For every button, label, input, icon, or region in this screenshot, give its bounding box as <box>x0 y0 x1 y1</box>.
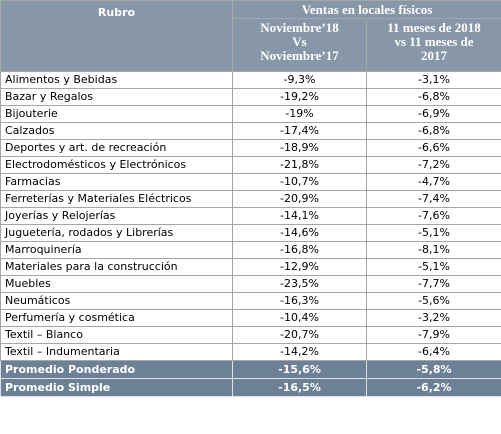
cell-value: -6,4% <box>365 343 501 361</box>
cell-value: -12,9% <box>232 258 367 276</box>
cell-value: -7,6% <box>365 207 501 225</box>
row-label: Neumáticos <box>0 292 233 310</box>
cell-value: -5,6% <box>365 292 501 310</box>
table-row: Alimentos y Bebidas -9,3% -3,1% <box>0 71 501 89</box>
cell-value: -19,2% <box>232 88 367 106</box>
cell-value: -10,7% <box>232 173 367 191</box>
row-label: Ferreterías y Materiales Eléctricos <box>0 190 233 208</box>
header-title: Rubro <box>0 0 233 72</box>
table-row: Deportes y art. de recreación -18,9% -6,6% <box>0 139 501 157</box>
row-label: Promedio Simple <box>0 378 233 397</box>
table-row: Marroquinería -16,8% -8,1% <box>0 241 501 259</box>
column-header: Noviembre’18 Vs Noviembre’17 <box>232 18 367 72</box>
cell-value: -14,6% <box>232 224 367 242</box>
row-label: Perfumería y cosmética <box>0 309 233 327</box>
table-row: Joyerías y Relojerías -14,1% -7,6% <box>0 207 501 225</box>
cell-value: -8,1% <box>365 241 501 259</box>
row-label: Muebles <box>0 275 233 293</box>
cell-value: -5,1% <box>365 224 501 242</box>
cell-value: -20,7% <box>232 326 367 344</box>
table-row: Promedio Simple -16,5% -6,2% <box>0 378 501 397</box>
table-row: Bazar y Regalos -19,2% -6,8% <box>0 88 501 106</box>
cell-value: -6,6% <box>365 139 501 157</box>
cell-value: -6,9% <box>365 105 501 123</box>
cell-value: -18,9% <box>232 139 367 157</box>
cell-value: -4,7% <box>365 173 501 191</box>
table-row: Calzados -17,4% -6,8% <box>0 122 501 140</box>
row-label: Joyerías y Relojerías <box>0 207 233 225</box>
table-row: Bijouterie -19% -6,9% <box>0 105 501 123</box>
row-label: Alimentos y Bebidas <box>0 71 233 89</box>
row-label: Juguetería, rodados y Librerías <box>0 224 233 242</box>
table-row: Materiales para la construcción -12,9% -5,… <box>0 258 501 276</box>
cell-value: -19% <box>232 105 367 123</box>
table-row: Textil – Blanco -20,7% -7,9% <box>0 326 501 344</box>
cell-value: -6,8% <box>365 88 501 106</box>
row-label: Promedio Ponderado <box>0 360 233 379</box>
row-label: Textil – Indumentaria <box>0 343 233 361</box>
cell-value: -14,1% <box>232 207 367 225</box>
cell-value: -3,2% <box>365 309 501 327</box>
cell-value: -3,1% <box>365 71 501 89</box>
row-label: Materiales para la construcción <box>0 258 233 276</box>
cell-value: -9,3% <box>232 71 367 89</box>
row-label: Calzados <box>0 122 233 140</box>
table-body: Alimentos y Bebidas -9,3% -3,1% Bazar y Reg… <box>0 71 501 361</box>
table-row: Ferreterías y Materiales Eléctricos -20,9… <box>0 190 501 208</box>
cell-value: -7,7% <box>365 275 501 293</box>
row-label: Textil – Blanco <box>0 326 233 344</box>
table-row: Neumáticos -16,3% -5,6% <box>0 292 501 310</box>
table-row: Muebles -23,5% -7,7% <box>0 275 501 293</box>
table-row: Textil – Indumentaria -14,2% -6,4% <box>0 343 501 361</box>
row-label: Electrodomésticos y Electrónicos <box>0 156 233 174</box>
cell-value: -5,8% <box>365 360 501 379</box>
cell-value: -5,1% <box>365 258 501 276</box>
cell-value: -6,2% <box>365 378 501 397</box>
table-row: Juguetería, rodados y Librerías -14,6% -5,… <box>0 224 501 242</box>
table-totals: Promedio Ponderado -15,6% -5,8% Promedio Si… <box>0 360 501 397</box>
row-label: Farmacias <box>0 173 233 191</box>
row-label: Bijouterie <box>0 105 233 123</box>
row-label: Bazar y Regalos <box>0 88 233 106</box>
column-header: 11 meses de 2018 vs 11 meses de 2017 <box>365 18 501 72</box>
table-row: Electrodomésticos y Electrónicos -21,8% -7… <box>0 156 501 174</box>
cell-value: -15,6% <box>232 360 367 379</box>
cell-value: -17,4% <box>232 122 367 140</box>
table-header: Rubro Ventas en locales físicos Noviembr… <box>0 0 501 72</box>
cell-value: -16,5% <box>232 378 367 397</box>
table-row: Farmacias -10,7% -4,7% <box>0 173 501 191</box>
cell-value: -10,4% <box>232 309 367 327</box>
cell-value: -7,2% <box>365 156 501 174</box>
row-label: Marroquinería <box>0 241 233 259</box>
row-label: Deportes y art. de recreación <box>0 139 233 157</box>
header-group: Ventas en locales físicos <box>231 0 501 19</box>
sales-table: Rubro Ventas en locales físicos Noviembr… <box>0 0 501 397</box>
table-row: Perfumería y cosmética -10,4% -3,2% <box>0 309 501 327</box>
cell-value: -16,3% <box>232 292 367 310</box>
cell-value: -16,8% <box>232 241 367 259</box>
cell-value: -23,5% <box>232 275 367 293</box>
table-row: Promedio Ponderado -15,6% -5,8% <box>0 360 501 379</box>
cell-value: -7,9% <box>365 326 501 344</box>
cell-value: -14,2% <box>232 343 367 361</box>
cell-value: -20,9% <box>232 190 367 208</box>
cell-value: -6,8% <box>365 122 501 140</box>
cell-value: -21,8% <box>232 156 367 174</box>
cell-value: -7,4% <box>365 190 501 208</box>
